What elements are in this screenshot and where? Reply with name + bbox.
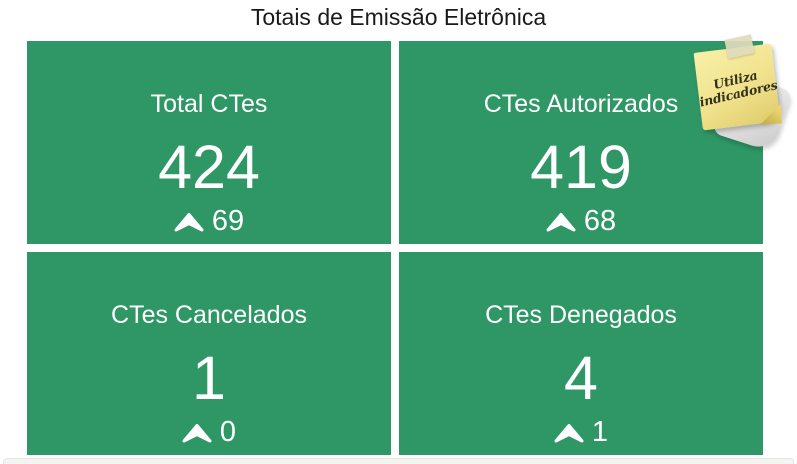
up-chevron-icon: [182, 422, 212, 443]
kpi-delta-value: 69: [211, 205, 245, 237]
kpi-card-total-ctes[interactable]: Total CTes 424 69: [27, 41, 391, 244]
kpi-label: CTes Autorizados: [483, 90, 679, 118]
kpi-value: 1: [192, 344, 226, 412]
kpi-delta-row: 68: [546, 206, 616, 236]
kpi-label: CTes Cancelados: [111, 301, 307, 329]
kpi-value: 4: [564, 344, 598, 412]
kpi-card-ctes-cancelados[interactable]: CTes Cancelados 1 0: [27, 252, 391, 455]
kpi-value: 419: [530, 133, 632, 201]
kpi-delta-row: 0: [182, 417, 236, 447]
up-chevron-icon: [554, 422, 584, 443]
up-chevron-icon: [546, 211, 576, 232]
kpi-delta-value: 0: [219, 416, 237, 448]
kpi-delta-value: 68: [583, 205, 617, 237]
kpi-card-ctes-denegados[interactable]: CTes Denegados 4 1: [399, 252, 763, 455]
kpi-delta-value: 1: [591, 416, 609, 448]
kpi-label: Total CTes: [150, 90, 268, 118]
up-chevron-icon: [174, 211, 204, 232]
kpi-value: 424: [158, 133, 260, 201]
kpi-delta-row: 1: [554, 417, 608, 447]
page-title: Totais de Emissão Eletrônica: [250, 4, 547, 30]
kpi-card-ctes-autorizados[interactable]: CTes Autorizados 419 68: [399, 41, 763, 244]
kpi-label: CTes Denegados: [485, 301, 677, 329]
kpi-delta-row: 69: [174, 206, 244, 236]
kpi-card-grid: Total CTes 424 69 CTes Autorizados 419 6…: [27, 41, 763, 455]
next-section-edge: [3, 458, 794, 464]
